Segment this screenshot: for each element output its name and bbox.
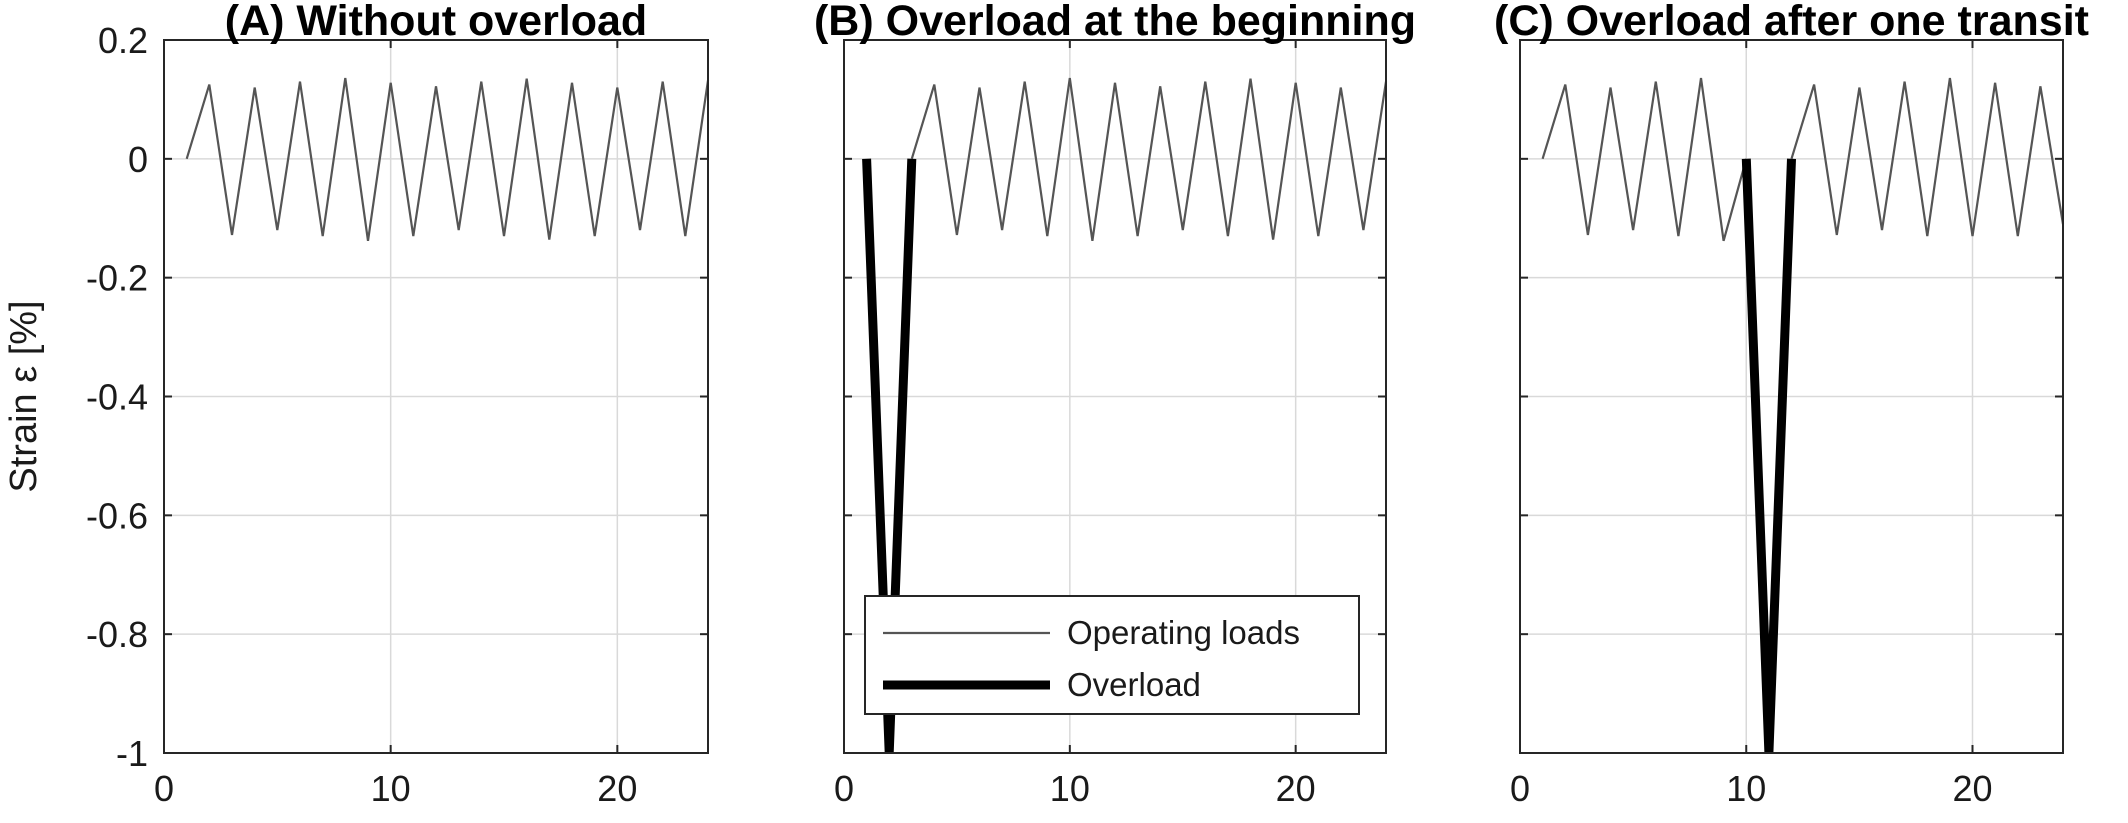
y-axis-label: Strain ε [%] <box>3 300 45 492</box>
panel-title-b: (B) Overload at the beginning <box>814 0 1416 45</box>
legend: Operating loads Overload <box>864 595 1360 715</box>
panel-c: 0 10 20 (C) Overload after one transit <box>1494 0 2089 809</box>
y-tick-label: -1 <box>116 733 148 774</box>
panel-b: 0 10 20 (B) Overload at the beginning Operat… <box>814 0 1416 809</box>
operating-series-a <box>185 77 710 241</box>
x-tick-label: 20 <box>1276 768 1316 809</box>
panel-title-c: (C) Overload after one transit <box>1494 0 2089 45</box>
x-tick-label: 0 <box>834 768 854 809</box>
x-tick-label: 20 <box>597 768 637 809</box>
x-tick-label: 20 <box>1952 768 1992 809</box>
y-tick-label: -0.2 <box>86 258 148 299</box>
y-tick-label: 0.2 <box>98 20 148 61</box>
operating-series-c <box>1541 77 1748 242</box>
overload-series-c <box>1741 158 1796 754</box>
x-tick-label: 10 <box>1726 768 1766 809</box>
y-tick-label: -0.6 <box>86 495 148 536</box>
x-tick-label: 0 <box>1510 768 1530 809</box>
panel-a: 0 10 20 0.2 0 -0.2 -0.4 -0.6 -0.8 -1 Strain ε [%] (… <box>3 0 710 809</box>
panel-title-a: (A) Without overload <box>225 0 647 45</box>
operating-series-c <box>1790 77 2065 237</box>
legend-box <box>864 595 1360 715</box>
x-tick-label: 0 <box>154 768 174 809</box>
operating-series-b <box>910 77 1388 241</box>
y-tick-label: -0.8 <box>86 614 148 655</box>
y-tick-label: 0 <box>128 139 148 180</box>
x-tick-label: 10 <box>371 768 411 809</box>
y-tick-label: -0.4 <box>86 377 148 418</box>
legend-label-overload: Overload <box>1067 666 1201 703</box>
x-tick-label: 10 <box>1050 768 1090 809</box>
legend-label-operating: Operating loads <box>1067 614 1300 651</box>
